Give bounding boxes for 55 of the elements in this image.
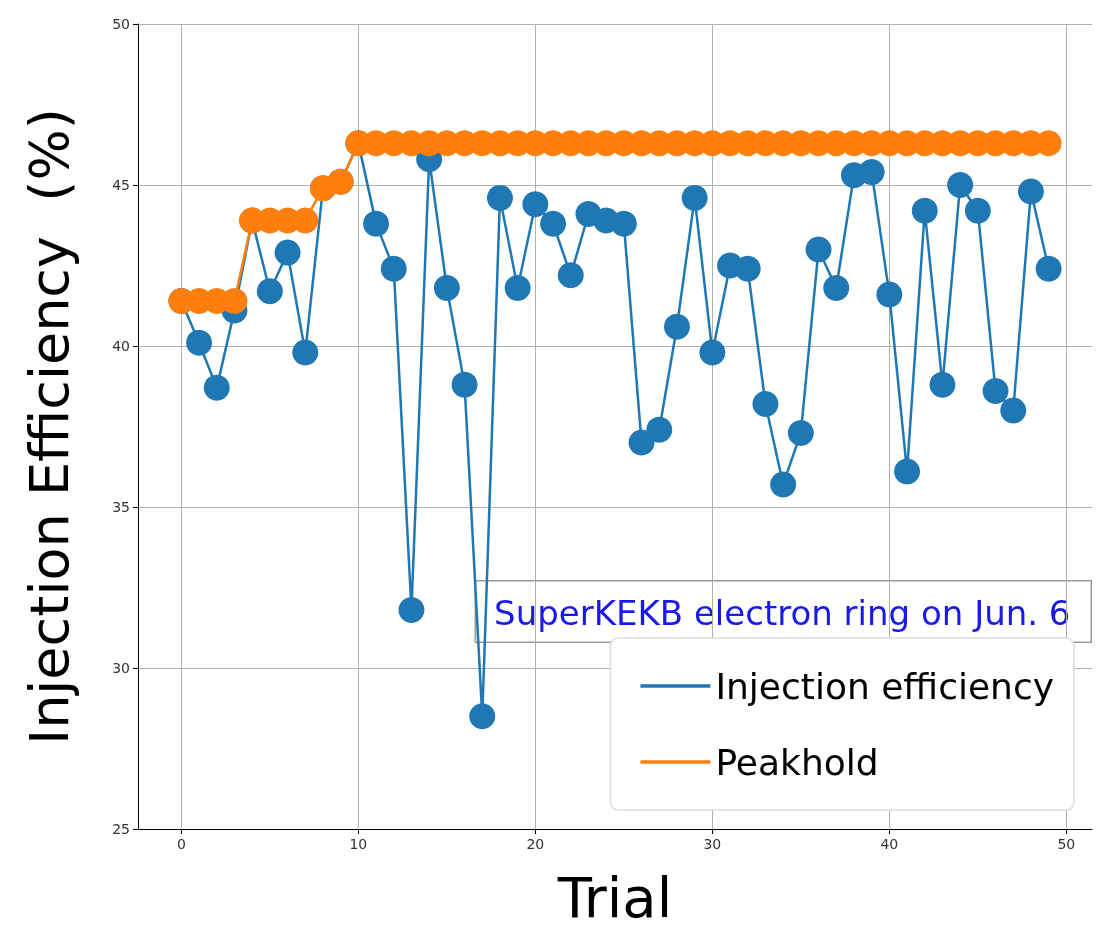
point: [486, 184, 513, 211]
point: [292, 339, 319, 366]
point: [451, 371, 478, 398]
point: [770, 471, 797, 498]
y-tick-label: 45: [112, 177, 130, 193]
x-tick-label: 30: [703, 836, 722, 852]
point: [858, 159, 885, 186]
point: [203, 374, 230, 401]
point: [823, 275, 850, 302]
x-tick-label: 10: [349, 836, 368, 852]
point: [363, 210, 390, 237]
point: [982, 378, 1009, 405]
point: [469, 703, 496, 730]
point: [876, 281, 903, 308]
point: [964, 197, 991, 224]
x-tick-label: 0: [176, 836, 186, 852]
point: [911, 197, 938, 224]
point: [540, 210, 567, 237]
point: [628, 429, 655, 456]
point: [186, 329, 213, 356]
point: [1017, 178, 1044, 205]
point: [522, 191, 549, 218]
point: [398, 597, 425, 624]
legend-label: Peakhold: [715, 741, 879, 783]
y-tick-label: 35: [112, 499, 130, 515]
point: [929, 371, 956, 398]
x-tick-label: 50: [1057, 836, 1076, 852]
point: [380, 255, 407, 282]
point: [433, 275, 460, 302]
y-tick-label: 25: [112, 821, 130, 837]
point: [504, 275, 531, 302]
x-tick-label: 40: [880, 836, 899, 852]
point: [256, 278, 283, 305]
y-tick-label: 30: [112, 660, 130, 676]
point: [1035, 255, 1062, 282]
legend-label: Injection efficiency: [715, 665, 1054, 707]
x-tick-label: 20: [526, 836, 545, 852]
point: [1000, 397, 1027, 424]
point: [947, 172, 974, 198]
point: [681, 184, 708, 211]
point: [805, 236, 832, 263]
y-tick-label: 50: [112, 16, 130, 32]
x-axis-title: Trial: [556, 864, 673, 930]
point: [557, 262, 584, 289]
point: [787, 419, 814, 446]
point: [610, 210, 637, 237]
y-tick-label: 40: [112, 338, 130, 354]
point: [734, 255, 761, 282]
point: [894, 458, 921, 485]
y-axis-title: Injection Efficiency (%): [17, 108, 81, 745]
point: [663, 313, 690, 340]
point: [699, 339, 726, 366]
point: [646, 416, 673, 443]
point: [274, 239, 301, 266]
point: [752, 390, 779, 417]
